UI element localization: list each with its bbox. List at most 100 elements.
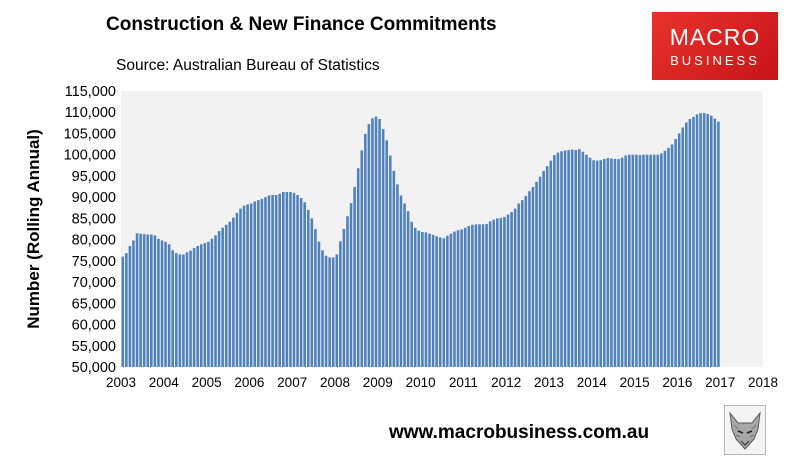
- bar: [406, 211, 410, 367]
- bar: [663, 150, 667, 367]
- bar: [642, 154, 645, 367]
- bar: [185, 252, 189, 367]
- bar: [574, 150, 578, 367]
- bar: [478, 224, 481, 367]
- bar: [221, 227, 224, 367]
- bar: [660, 153, 663, 367]
- bar: [328, 257, 331, 367]
- bar: [617, 158, 620, 367]
- bar: [153, 235, 157, 367]
- bar: [257, 200, 260, 367]
- bar: [652, 154, 656, 367]
- bar: [649, 154, 652, 367]
- y-tick-label: 90,000: [72, 190, 116, 206]
- bar: [139, 233, 142, 367]
- bar: [392, 170, 396, 367]
- bar: [264, 197, 267, 367]
- bar: [164, 241, 167, 367]
- bar: [303, 202, 306, 367]
- bar: [167, 244, 171, 367]
- x-tick-label: 2006: [234, 375, 264, 390]
- bar: [610, 158, 613, 367]
- bar: [146, 234, 150, 367]
- x-tick-label: 2018: [748, 375, 778, 390]
- bar: [128, 245, 132, 367]
- bar: [431, 234, 435, 367]
- bar: [421, 231, 424, 367]
- bar: [135, 233, 139, 367]
- bar: [560, 151, 563, 367]
- bar: [531, 186, 535, 367]
- bar: [260, 198, 264, 367]
- bar: [399, 195, 403, 367]
- bar: [246, 204, 249, 367]
- bar: [378, 119, 381, 368]
- bar: [292, 192, 296, 367]
- bar: [685, 122, 688, 367]
- bar: [588, 157, 592, 367]
- bar: [171, 250, 174, 367]
- bar: [306, 209, 310, 367]
- bar: [688, 119, 692, 368]
- bar: [235, 212, 239, 367]
- bar: [549, 160, 553, 367]
- bar: [342, 229, 346, 367]
- macrobusiness-logo: MACRO BUSINESS: [652, 12, 778, 80]
- bar: [595, 160, 599, 367]
- x-tick-label: 2013: [534, 375, 564, 390]
- bar: [474, 224, 478, 367]
- bar: [471, 224, 474, 367]
- bar: [524, 195, 528, 367]
- bar: [214, 235, 217, 367]
- bar: [196, 245, 199, 367]
- y-tick-label: 95,000: [72, 169, 116, 185]
- bar: [702, 113, 706, 367]
- bar: [428, 233, 431, 367]
- bar: [717, 121, 720, 367]
- y-axis-ticks: 50,000 55,000 60,000 65,000 70,000 75,000 80,0…: [64, 84, 116, 376]
- x-tick-label: 2003: [106, 375, 136, 390]
- bar: [570, 149, 574, 367]
- site-url[interactable]: www.macrobusiness.com.au: [389, 422, 650, 443]
- bar: [346, 216, 349, 367]
- bar: [142, 234, 146, 367]
- bar: [488, 221, 492, 367]
- bar: [453, 231, 456, 367]
- y-tick-label: 60,000: [72, 318, 116, 334]
- bar: [381, 129, 385, 367]
- y-tick-label: 65,000: [72, 296, 116, 312]
- bar: [157, 238, 160, 367]
- bar: [535, 181, 538, 367]
- bar: [460, 229, 463, 367]
- bar: [210, 238, 214, 367]
- bar: [442, 238, 446, 367]
- bar: [435, 236, 438, 367]
- bar: [207, 241, 210, 367]
- chart-source: Source: Australian Bureau of Statistics: [116, 57, 380, 74]
- bar: [396, 184, 399, 367]
- bar: [371, 118, 374, 368]
- y-tick-label: 105,000: [64, 126, 116, 142]
- bar: [706, 113, 709, 368]
- bar: [125, 253, 128, 367]
- bar: [278, 193, 281, 367]
- x-tick-label: 2007: [277, 375, 307, 390]
- bar: [175, 253, 178, 367]
- bar: [310, 218, 314, 367]
- bar: [674, 138, 677, 367]
- bar: [645, 154, 649, 367]
- bar: [299, 198, 303, 367]
- bar: [631, 154, 635, 367]
- bar: [356, 168, 360, 367]
- bar: [253, 201, 257, 367]
- bar: [499, 217, 503, 367]
- bar: [438, 237, 442, 367]
- bar: [627, 154, 631, 367]
- bar: [520, 200, 524, 367]
- bar: [681, 127, 685, 368]
- bar: [667, 147, 670, 367]
- bar: [203, 243, 207, 367]
- y-tick-label: 85,000: [72, 211, 116, 227]
- bar: [335, 254, 339, 367]
